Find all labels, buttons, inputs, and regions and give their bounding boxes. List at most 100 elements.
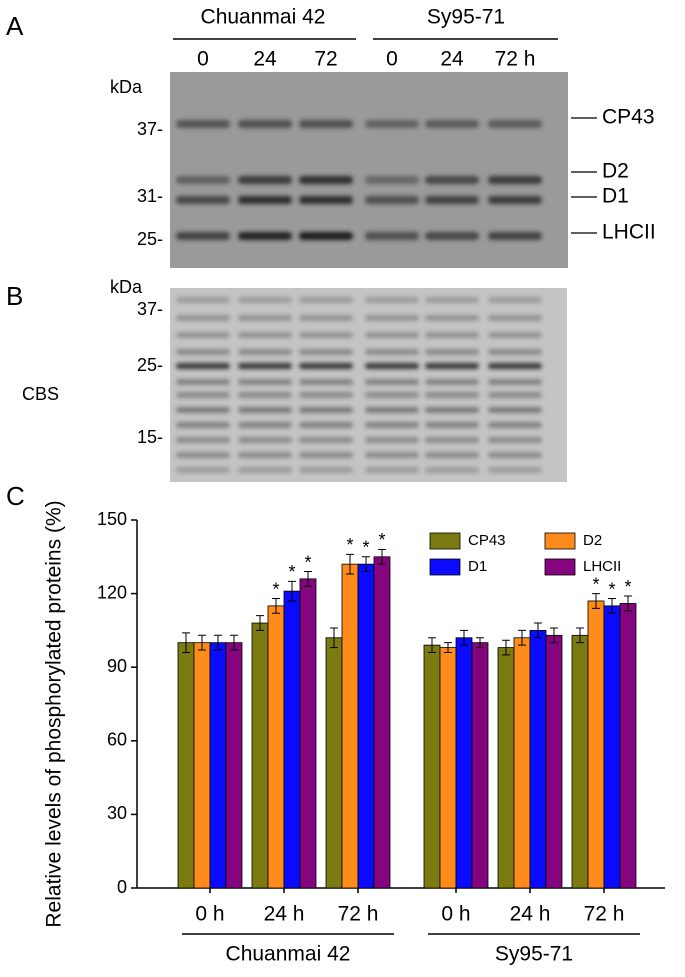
blot-band xyxy=(488,332,542,338)
error-bar xyxy=(272,598,280,614)
stain-label: CBS xyxy=(22,384,59,404)
blot-band xyxy=(365,392,419,398)
error-bar xyxy=(362,556,370,573)
blot-a xyxy=(170,72,568,268)
lane-label: 72 xyxy=(314,48,337,71)
marker-label: 31- xyxy=(137,186,163,206)
blot-band xyxy=(425,196,479,204)
bar xyxy=(529,630,547,889)
y-tick-label: 0 xyxy=(117,877,127,897)
bar xyxy=(325,637,343,889)
y-tick-label: 120 xyxy=(97,582,127,602)
error-bar xyxy=(230,634,238,651)
error-bar xyxy=(214,634,222,651)
blot-band xyxy=(299,437,353,443)
blot-band xyxy=(425,120,479,128)
group-label: Sy95-71 xyxy=(427,6,505,29)
blot-band xyxy=(425,176,479,184)
blot-band xyxy=(299,363,353,369)
error-bar xyxy=(288,580,296,602)
blot-band xyxy=(365,349,419,355)
blot-band xyxy=(425,349,479,355)
group-label: Chuanmai 42 xyxy=(226,943,351,966)
error-bar xyxy=(460,629,468,646)
x-tick-label: 72 h xyxy=(338,903,379,926)
blot-band xyxy=(299,422,353,428)
bar xyxy=(267,605,285,889)
blot-band xyxy=(238,332,292,338)
bar xyxy=(545,634,563,889)
error-bar xyxy=(534,622,542,639)
blot-band xyxy=(176,407,230,413)
significance-mark: * xyxy=(362,538,369,558)
legend-swatch xyxy=(544,532,576,550)
lane-label: 0 xyxy=(197,48,209,71)
blot-band xyxy=(176,379,230,385)
x-tick-label: 72 h xyxy=(584,903,625,926)
blot-band xyxy=(365,297,419,303)
blot-b xyxy=(170,288,567,482)
blot-band xyxy=(299,176,353,184)
lane-label: 24 xyxy=(440,48,464,71)
legend-label: LHCII xyxy=(583,558,621,575)
blot-band xyxy=(365,437,419,443)
blot-band xyxy=(488,176,542,184)
error-bar xyxy=(518,629,526,646)
error-bar xyxy=(330,627,338,649)
bar xyxy=(571,634,589,889)
bar xyxy=(587,600,605,889)
blot-band xyxy=(176,297,230,303)
blot-band xyxy=(488,437,542,443)
bar xyxy=(373,556,391,889)
blot-band xyxy=(176,196,230,204)
blot-band xyxy=(425,297,479,303)
unit-label: kDa xyxy=(110,277,143,297)
blot-band xyxy=(299,196,353,204)
panel-letter: B xyxy=(6,281,23,311)
error-bar xyxy=(346,553,354,575)
error-bar xyxy=(576,627,584,644)
error-bar xyxy=(592,593,600,609)
lane-label: 72 h xyxy=(495,48,536,71)
x-tick-label: 0 h xyxy=(195,903,224,926)
panel-letter: C xyxy=(6,481,25,511)
error-bar xyxy=(304,571,312,587)
blot-band xyxy=(238,452,292,458)
bar xyxy=(193,642,211,889)
blot-band xyxy=(238,196,292,204)
band-label: D1 xyxy=(602,185,629,208)
blot-band xyxy=(488,315,542,321)
error-bar xyxy=(444,642,452,653)
panel-letter: A xyxy=(6,11,24,41)
x-tick-label: 24 h xyxy=(510,903,551,926)
blot-band xyxy=(299,379,353,385)
group-label: Sy95-71 xyxy=(495,943,573,966)
band-label: CP43 xyxy=(602,106,655,129)
bar xyxy=(439,647,457,889)
blot-band xyxy=(365,363,419,369)
blot-band xyxy=(488,232,542,240)
legend-swatch xyxy=(544,558,576,576)
bar xyxy=(299,578,317,889)
y-tick-label: 30 xyxy=(107,803,127,823)
blot-band xyxy=(425,315,479,321)
blot-band xyxy=(488,392,542,398)
blot-band xyxy=(238,363,292,369)
bar xyxy=(209,642,227,889)
marker-label: 25- xyxy=(137,355,163,375)
significance-mark: * xyxy=(624,577,631,597)
error-bar xyxy=(502,639,510,656)
blot-band xyxy=(238,120,292,128)
x-tick-label: 24 h xyxy=(264,903,305,926)
legend-label: D1 xyxy=(468,558,487,575)
error-bar xyxy=(198,634,206,651)
bar xyxy=(251,622,269,889)
blot-band xyxy=(488,452,542,458)
bar xyxy=(455,637,473,889)
blot-band xyxy=(176,452,230,458)
lane-label: 0 xyxy=(386,48,398,71)
bar xyxy=(619,603,637,889)
blot-band xyxy=(238,392,292,398)
unit-label: kDa xyxy=(110,77,143,97)
significance-mark: * xyxy=(592,574,599,594)
